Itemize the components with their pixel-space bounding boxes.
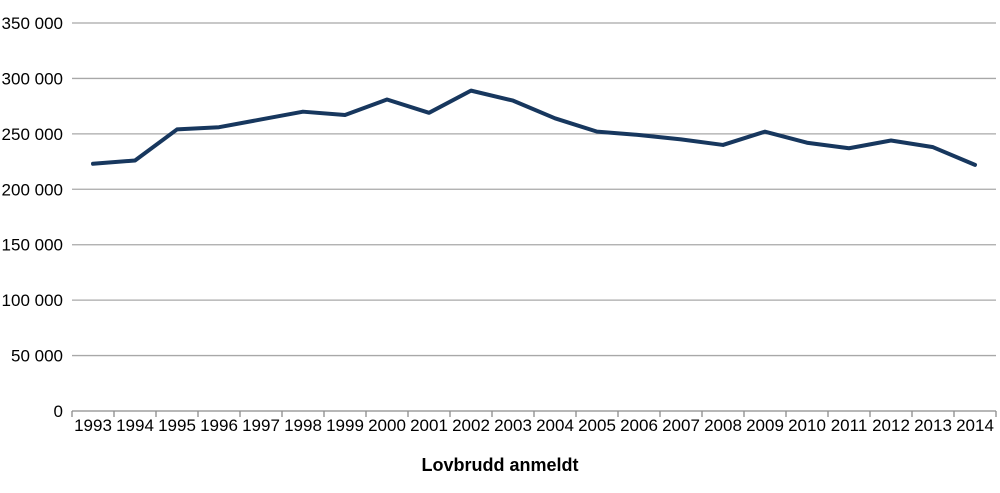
y-axis-tick-label: 100 000 [2, 291, 63, 310]
x-axis-tick-label: 1994 [116, 416, 154, 435]
x-axis-tick-label: 1995 [158, 416, 196, 435]
x-axis-tick-label: 2009 [746, 416, 784, 435]
x-axis-tick-label: 1996 [200, 416, 238, 435]
x-axis-tick-label: 2005 [578, 416, 616, 435]
x-axis-tick-label: 2014 [956, 416, 994, 435]
x-axis-tick-label: 1997 [242, 416, 280, 435]
y-axis-tick-label: 200 000 [2, 180, 63, 199]
x-axis-tick-label: 2003 [494, 416, 532, 435]
data-series-line [91, 88, 977, 167]
x-axis-title: Lovbrudd anmeldt [421, 455, 579, 475]
x-axis-tick-label: 2010 [788, 416, 826, 435]
x-axis-tick-label: 2000 [368, 416, 406, 435]
y-axis-tick-label: 350 000 [2, 14, 63, 33]
x-axis-tick-label: 1993 [74, 416, 112, 435]
y-axis-tick-label: 50 000 [11, 347, 63, 366]
x-axis-tick-label: 2007 [662, 416, 700, 435]
y-axis-tick-label: 300 000 [2, 69, 63, 88]
x-axis-tick-label: 2001 [410, 416, 448, 435]
x-axis-tick-label: 2002 [452, 416, 490, 435]
x-axis-tick-label: 2012 [872, 416, 910, 435]
y-axis-tick-label: 250 000 [2, 125, 63, 144]
x-axis-tick-label: 2006 [620, 416, 658, 435]
x-axis-tick-label: 2013 [914, 416, 952, 435]
x-axis-tick-label: 2008 [704, 416, 742, 435]
x-axis-tick-label: 2011 [831, 416, 868, 435]
y-axis-tick-label: 0 [54, 402, 63, 421]
y-axis-tick-label: 150 000 [2, 236, 63, 255]
x-axis-tick-label: 1998 [284, 416, 322, 435]
x-axis-tick-label: 2004 [536, 416, 574, 435]
x-axis-tick-label: 1999 [326, 416, 364, 435]
